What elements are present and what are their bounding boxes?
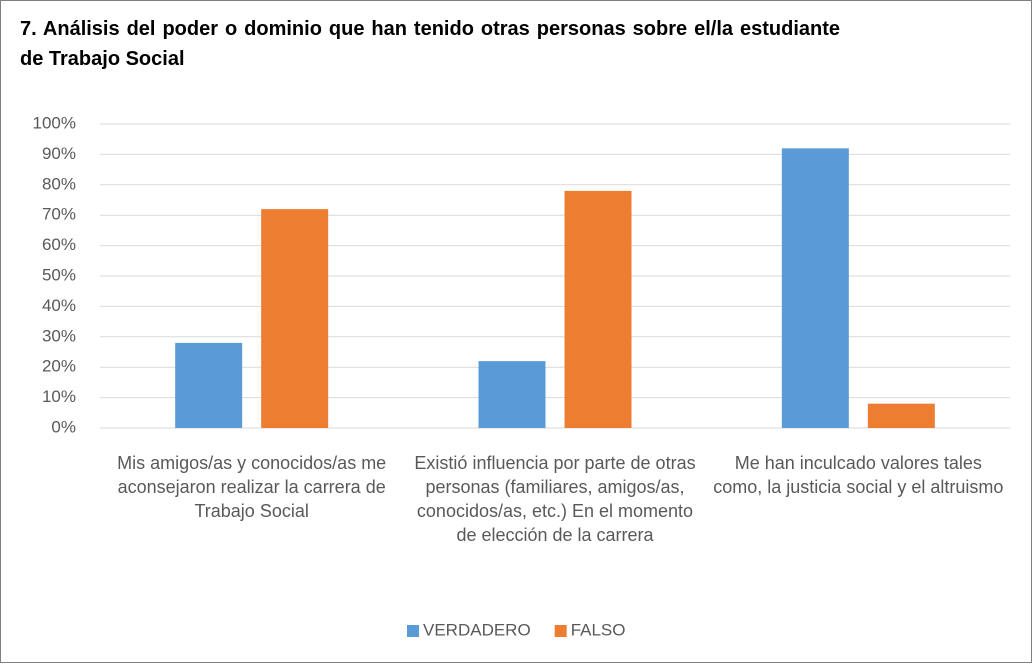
bar [867,403,935,428]
bar [478,361,546,428]
y-tick-label: 40% [42,296,76,315]
x-tick-label: Existió influencia por parte de otras pe… [414,453,696,545]
bar [564,190,632,428]
y-tick-label: 60% [42,235,76,254]
legend-swatch [407,625,419,637]
bar [261,209,329,428]
y-tick-label: 70% [42,205,76,224]
y-tick-label: 0% [51,417,76,436]
y-tick-label: 20% [42,357,76,376]
legend-swatch [554,625,567,637]
legend-label: FALSO [571,620,626,639]
y-tick-label: 10% [42,387,76,406]
x-tick-label: Mis amigos/as y conocidos/as me aconseja… [117,453,387,521]
legend-label: VERDADERO [423,620,531,639]
y-tick-label: 30% [42,326,76,345]
x-tick-label: Me han inculcado valores tales como, la … [713,453,1004,497]
y-tick-label: 90% [42,144,76,163]
chart-title: 7. Análisis del poder o dominio que han … [20,18,840,70]
y-tick-label: 50% [42,265,76,284]
y-tick-label: 80% [42,174,76,193]
bar [781,148,849,428]
y-tick-label: 100% [33,113,76,132]
bar [175,342,243,428]
